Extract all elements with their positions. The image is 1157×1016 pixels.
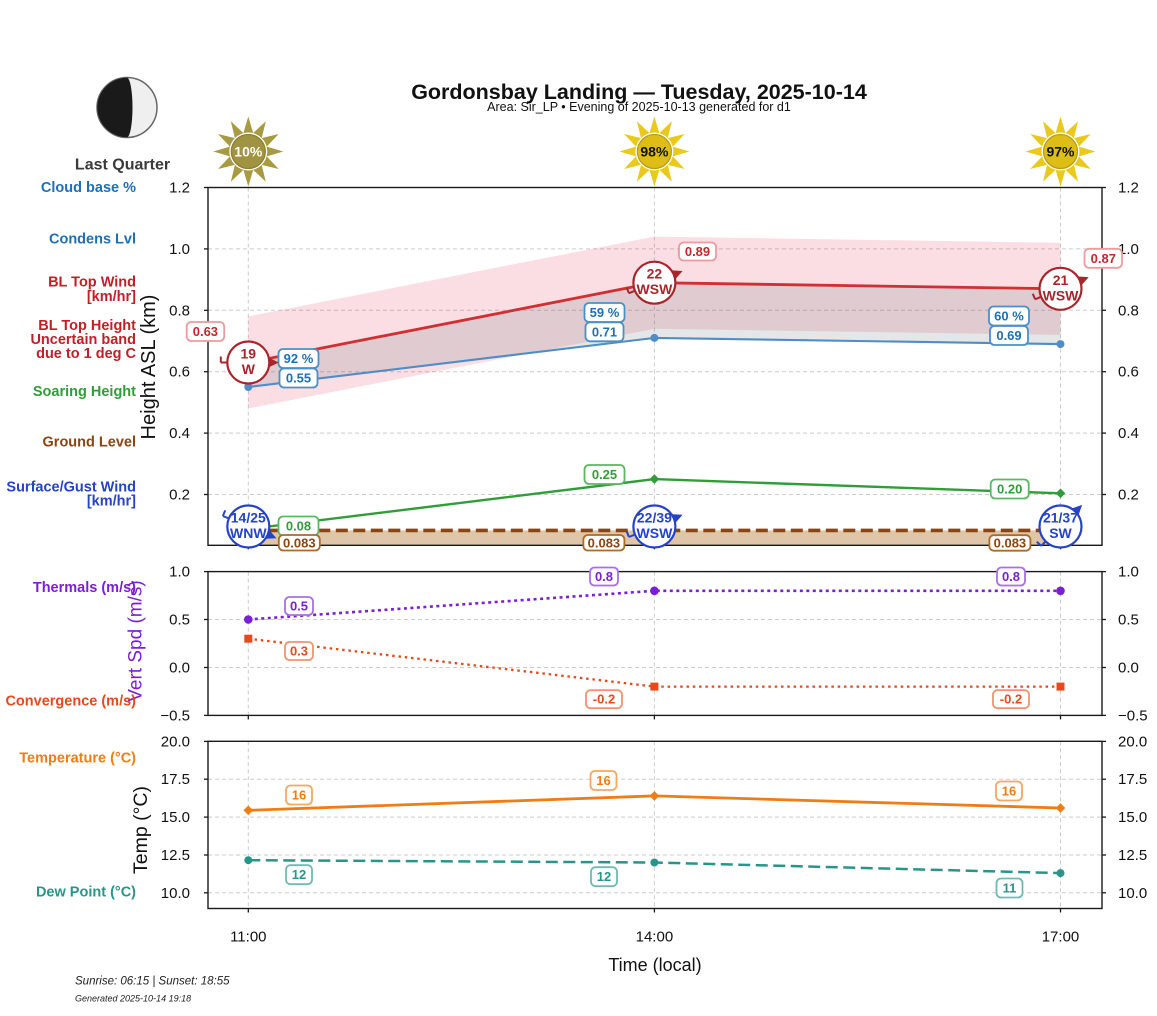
svg-text:1.2: 1.2: [169, 180, 190, 197]
svg-text:Time (local): Time (local): [608, 955, 701, 975]
svg-text:Ground Level: Ground Level: [43, 435, 136, 451]
svg-text:12.5: 12.5: [161, 847, 190, 864]
svg-text:16: 16: [292, 788, 306, 803]
svg-text:16: 16: [596, 773, 610, 788]
svg-text:Thermals (m/s): Thermals (m/s): [33, 580, 136, 596]
svg-text:19: 19: [241, 346, 257, 362]
svg-text:0.083: 0.083: [588, 535, 621, 550]
svg-text:W: W: [242, 361, 256, 377]
svg-text:0.4: 0.4: [169, 425, 190, 442]
svg-text:16: 16: [1002, 784, 1016, 799]
svg-text:98%: 98%: [640, 144, 669, 160]
svg-text:Temp (°C): Temp (°C): [130, 786, 152, 874]
svg-text:Last Quarter: Last Quarter: [75, 157, 170, 174]
svg-text:10.0: 10.0: [161, 885, 190, 902]
svg-text:17:00: 17:00: [1042, 929, 1080, 946]
svg-text:0.0: 0.0: [1118, 660, 1139, 677]
svg-text:0.8: 0.8: [1002, 569, 1020, 584]
svg-text:0.4: 0.4: [1118, 425, 1139, 442]
svg-text:59 %: 59 %: [590, 305, 620, 320]
svg-text:20.0: 20.0: [161, 733, 190, 750]
svg-text:Height ASL (km): Height ASL (km): [138, 295, 160, 440]
svg-text:-0.2: -0.2: [593, 692, 615, 707]
svg-text:Gordonsbay Landing — Tuesday,: Gordonsbay Landing — Tuesday, 2025-10-14: [411, 80, 867, 104]
svg-text:15.0: 15.0: [161, 809, 190, 826]
svg-text:10%: 10%: [234, 144, 263, 160]
svg-text:0.55: 0.55: [286, 371, 311, 386]
svg-text:WSW: WSW: [637, 281, 674, 297]
svg-text:0.5: 0.5: [290, 599, 308, 614]
svg-text:1.2: 1.2: [1118, 180, 1139, 197]
svg-text:12: 12: [597, 869, 611, 884]
svg-text:Condens Lvl: Condens Lvl: [49, 232, 136, 248]
svg-text:0.63: 0.63: [193, 324, 218, 339]
svg-text:60 %: 60 %: [994, 309, 1024, 324]
svg-text:0.71: 0.71: [592, 324, 617, 339]
svg-text:WSW: WSW: [1043, 287, 1080, 303]
svg-text:Temperature (°C): Temperature (°C): [19, 751, 136, 767]
svg-text:WNW: WNW: [230, 525, 267, 541]
svg-text:0.5: 0.5: [1118, 612, 1139, 629]
svg-text:0.8: 0.8: [169, 302, 190, 319]
svg-text:[km/hr]: [km/hr]: [87, 289, 136, 305]
svg-text:Surface/Gust Wind: Surface/Gust Wind: [6, 480, 136, 496]
svg-text:11: 11: [1003, 881, 1017, 896]
svg-text:BL Top Wind: BL Top Wind: [48, 275, 136, 291]
svg-text:1.0: 1.0: [169, 241, 190, 258]
svg-text:20.0: 20.0: [1118, 733, 1147, 750]
svg-text:1.0: 1.0: [169, 564, 190, 581]
svg-text:Dew Point (°C): Dew Point (°C): [36, 885, 136, 901]
svg-text:10.0: 10.0: [1118, 885, 1147, 902]
svg-text:0.6: 0.6: [169, 364, 190, 381]
svg-text:0.8: 0.8: [1118, 302, 1139, 319]
svg-text:0.89: 0.89: [685, 244, 710, 259]
svg-text:1.0: 1.0: [1118, 564, 1139, 581]
svg-text:due to 1 deg C: due to 1 deg C: [36, 346, 136, 362]
svg-text:1.0: 1.0: [1118, 241, 1139, 258]
svg-text:0.083: 0.083: [994, 536, 1027, 551]
svg-text:Sunrise: 06:15 | Sunset: 18:55: Sunrise: 06:15 | Sunset: 18:55: [75, 976, 230, 988]
svg-text:11:00: 11:00: [230, 929, 266, 946]
svg-text:Generated 2025-10-14 19:18: Generated 2025-10-14 19:18: [75, 994, 191, 1004]
svg-text:-0.2: -0.2: [1000, 692, 1022, 707]
svg-text:92 %: 92 %: [284, 351, 314, 366]
svg-text:0.08: 0.08: [286, 519, 311, 534]
svg-text:BL Top Height: BL Top Height: [38, 318, 136, 334]
svg-text:Uncertain band: Uncertain band: [30, 332, 136, 348]
svg-text:0.20: 0.20: [997, 482, 1022, 497]
svg-text:WSW: WSW: [637, 525, 674, 541]
svg-text:Soaring Height: Soaring Height: [33, 384, 136, 400]
svg-text:−0.5: −0.5: [160, 707, 190, 724]
svg-text:Convergence (m/s): Convergence (m/s): [5, 694, 136, 710]
svg-text:−0.5: −0.5: [1118, 707, 1148, 724]
svg-text:97%: 97%: [1046, 144, 1075, 160]
svg-text:[km/hr]: [km/hr]: [87, 494, 136, 510]
svg-text:0.8: 0.8: [595, 569, 613, 584]
svg-text:SW: SW: [1049, 525, 1072, 541]
svg-text:21: 21: [1053, 272, 1069, 288]
svg-text:21/37: 21/37: [1043, 510, 1078, 526]
svg-text:0.6: 0.6: [1118, 364, 1139, 381]
svg-text:22/39: 22/39: [637, 510, 672, 526]
svg-text:0.25: 0.25: [592, 467, 617, 482]
svg-text:0.2: 0.2: [1118, 487, 1139, 504]
svg-text:0.2: 0.2: [169, 487, 190, 504]
svg-text:0.69: 0.69: [996, 328, 1021, 343]
svg-text:12: 12: [292, 867, 306, 882]
svg-text:0.0: 0.0: [169, 660, 190, 677]
svg-text:15.0: 15.0: [1118, 809, 1147, 826]
svg-text:0.3: 0.3: [290, 644, 308, 659]
svg-text:Vert Spd (m/s): Vert Spd (m/s): [126, 580, 147, 701]
svg-text:14/25: 14/25: [231, 510, 266, 526]
svg-text:14:00: 14:00: [636, 929, 674, 946]
svg-text:0.083: 0.083: [283, 535, 316, 550]
svg-text:0.5: 0.5: [169, 612, 190, 629]
svg-text:Area: Sir_LP • Evening of 2025: Area: Sir_LP • Evening of 2025-10-13 gen…: [487, 100, 791, 114]
svg-text:22: 22: [647, 266, 663, 282]
svg-text:0.87: 0.87: [1091, 251, 1116, 266]
svg-text:12.5: 12.5: [1118, 847, 1147, 864]
svg-text:17.5: 17.5: [161, 771, 190, 788]
svg-text:Cloud base %: Cloud base %: [41, 180, 136, 196]
svg-text:17.5: 17.5: [1118, 771, 1147, 788]
